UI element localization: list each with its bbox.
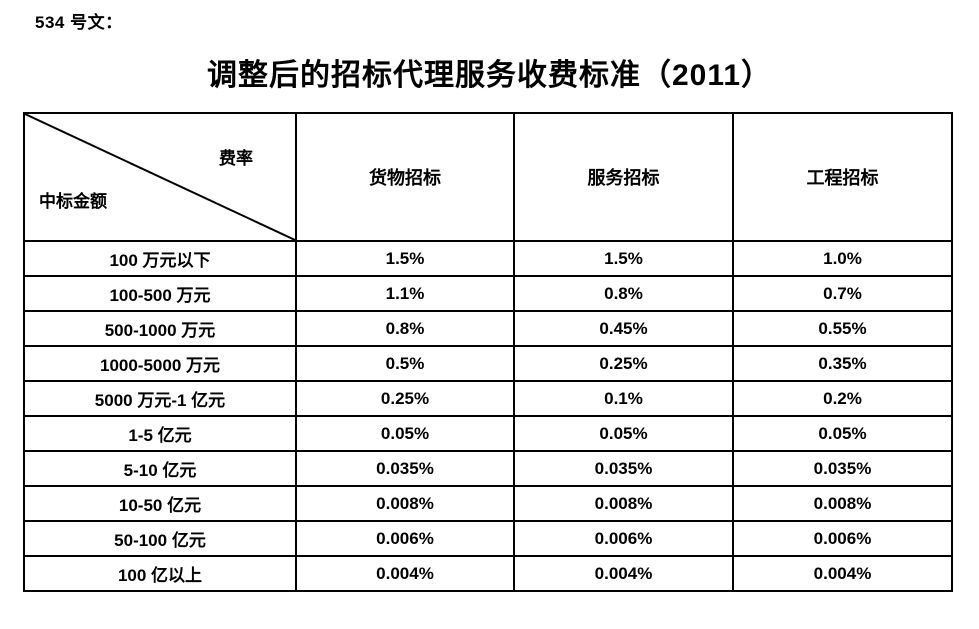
fee-value-cell: 0.008% <box>295 485 515 522</box>
table-row: 5000 万元-1 亿元 0.25% 0.1% 0.2% <box>23 380 953 417</box>
table-row: 10-50 亿元 0.008% 0.008% 0.008% <box>23 485 953 522</box>
row-label-cell: 500-1000 万元 <box>23 310 297 347</box>
corner-header-cell: 费率 中标金额 <box>23 112 297 242</box>
row-label-cell: 10-50 亿元 <box>23 485 297 522</box>
fee-value-cell: 0.2% <box>732 380 953 417</box>
fee-value-cell: 0.25% <box>513 345 734 382</box>
table-row: 100 亿以上 0.004% 0.004% 0.004% <box>23 555 953 592</box>
page-title: 调整后的招标代理服务收费标准（2011） <box>206 59 773 92</box>
corner-label-amount: 中标金额 <box>39 192 107 211</box>
fee-value-cell: 0.05% <box>732 415 953 452</box>
row-label-cell: 1000-5000 万元 <box>23 345 297 382</box>
fee-value-cell: 0.006% <box>513 520 734 557</box>
fee-value-cell: 1.5% <box>295 240 515 277</box>
table-row: 500-1000 万元 0.8% 0.45% 0.55% <box>23 310 953 347</box>
corner-label-rate: 费率 <box>219 149 253 168</box>
table-row: 1-5 亿元 0.05% 0.05% 0.05% <box>23 415 953 452</box>
fee-rate-table: 费率 中标金额 货物招标 服务招标 工程招标 100 万元以下 1.5% 1.5… <box>23 112 953 592</box>
row-label-cell: 100 亿以上 <box>23 555 297 592</box>
doc-number-label: 534 号文： <box>35 13 123 32</box>
fee-value-cell: 0.004% <box>513 555 734 592</box>
fee-value-cell: 1.5% <box>513 240 734 277</box>
table-row: 1000-5000 万元 0.5% 0.25% 0.35% <box>23 345 953 382</box>
table-row: 100-500 万元 1.1% 0.8% 0.7% <box>23 275 953 312</box>
fee-value-cell: 0.45% <box>513 310 734 347</box>
diagonal-divider-line <box>25 114 295 240</box>
row-label-cell: 1-5 亿元 <box>23 415 297 452</box>
fee-value-cell: 0.5% <box>295 345 515 382</box>
fee-value-cell: 0.25% <box>295 380 515 417</box>
fee-value-cell: 0.006% <box>295 520 515 557</box>
fee-value-cell: 1.0% <box>732 240 953 277</box>
table-row: 5-10 亿元 0.035% 0.035% 0.035% <box>23 450 953 487</box>
table-row: 100 万元以下 1.5% 1.5% 1.0% <box>23 240 953 277</box>
fee-value-cell: 0.008% <box>732 485 953 522</box>
fee-value-cell: 0.8% <box>513 275 734 312</box>
table-row: 50-100 亿元 0.006% 0.006% 0.006% <box>23 520 953 557</box>
fee-value-cell: 0.05% <box>513 415 734 452</box>
fee-value-cell: 0.1% <box>513 380 734 417</box>
row-label-cell: 100-500 万元 <box>23 275 297 312</box>
fee-value-cell: 0.35% <box>732 345 953 382</box>
row-label-cell: 5000 万元-1 亿元 <box>23 380 297 417</box>
fee-value-cell: 0.05% <box>295 415 515 452</box>
fee-value-cell: 0.035% <box>295 450 515 487</box>
fee-value-cell: 0.8% <box>295 310 515 347</box>
fee-value-cell: 0.55% <box>732 310 953 347</box>
fee-value-cell: 0.004% <box>732 555 953 592</box>
fee-value-cell: 0.035% <box>732 450 953 487</box>
column-header-goods: 货物招标 <box>295 112 515 242</box>
row-label-cell: 100 万元以下 <box>23 240 297 277</box>
row-label-cell: 5-10 亿元 <box>23 450 297 487</box>
header-row: 费率 中标金额 货物招标 服务招标 工程招标 <box>23 112 953 242</box>
row-label-cell: 50-100 亿元 <box>23 520 297 557</box>
fee-value-cell: 0.004% <box>295 555 515 592</box>
fee-value-cell: 1.1% <box>295 275 515 312</box>
column-header-engineering: 工程招标 <box>732 112 953 242</box>
fee-value-cell: 0.006% <box>732 520 953 557</box>
fee-value-cell: 0.7% <box>732 275 953 312</box>
column-header-services: 服务招标 <box>513 112 734 242</box>
fee-value-cell: 0.008% <box>513 485 734 522</box>
fee-value-cell: 0.035% <box>513 450 734 487</box>
